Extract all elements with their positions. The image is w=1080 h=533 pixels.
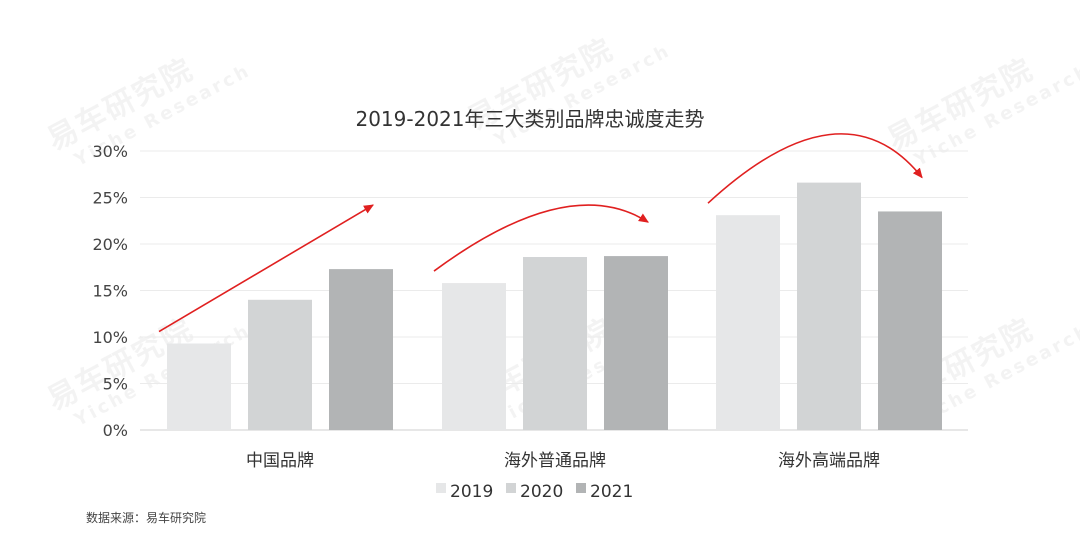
bar [523,257,587,430]
y-tick-label: 20% [92,235,128,254]
data-source: 数据来源：易车研究院 [86,511,207,525]
bar [329,269,393,430]
legend-label: 2021 [590,482,633,502]
bar [716,215,780,430]
bar [167,343,231,430]
legend-swatch [506,483,516,493]
y-tick-label: 10% [92,328,128,347]
bar [442,283,506,430]
x-tick-label: 海外普通品牌 [504,451,606,471]
bar [797,182,861,430]
y-tick-label: 0% [103,421,128,440]
y-axis: 0% 5% 10% 15% 20% 25% 30% [92,142,128,440]
legend: 2019 2020 2021 [436,482,633,502]
y-tick-label: 30% [92,142,128,161]
legend-label: 2019 [450,482,493,502]
bar [604,256,668,430]
trend-arrow [433,204,649,272]
x-axis: 中国品牌 海外普通品牌 海外高端品牌 [246,451,880,471]
bar [878,211,942,430]
chart-title: 2019-2021年三大类别品牌忠诚度走势 [355,107,704,131]
bars [167,182,942,430]
trend-arrow [158,204,374,333]
y-tick-label: 5% [103,375,128,394]
x-tick-label: 海外高端品牌 [778,451,880,471]
x-tick-label: 中国品牌 [246,451,314,471]
bar [248,299,312,430]
trend-arrows [158,133,923,333]
y-tick-label: 25% [92,189,128,208]
legend-label: 2020 [520,482,563,502]
legend-swatch [576,483,586,493]
trend-arrow [707,133,923,204]
y-tick-label: 15% [92,282,128,301]
legend-swatch [436,483,446,493]
